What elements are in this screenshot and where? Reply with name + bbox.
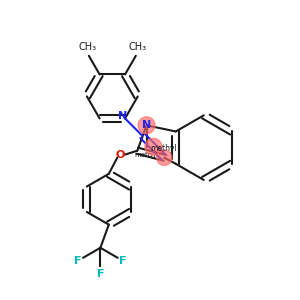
- Text: methyl: methyl: [134, 152, 159, 158]
- Circle shape: [157, 150, 172, 165]
- Text: F: F: [119, 256, 127, 266]
- Text: O: O: [116, 150, 125, 160]
- Text: N: N: [118, 111, 128, 121]
- Text: CH₃: CH₃: [78, 42, 96, 52]
- Text: methyl: methyl: [150, 144, 177, 153]
- Text: F: F: [97, 269, 104, 279]
- Text: F: F: [74, 256, 82, 266]
- Circle shape: [145, 138, 162, 155]
- Circle shape: [138, 117, 155, 134]
- Text: CH₃: CH₃: [128, 42, 146, 52]
- Text: N: N: [142, 119, 151, 130]
